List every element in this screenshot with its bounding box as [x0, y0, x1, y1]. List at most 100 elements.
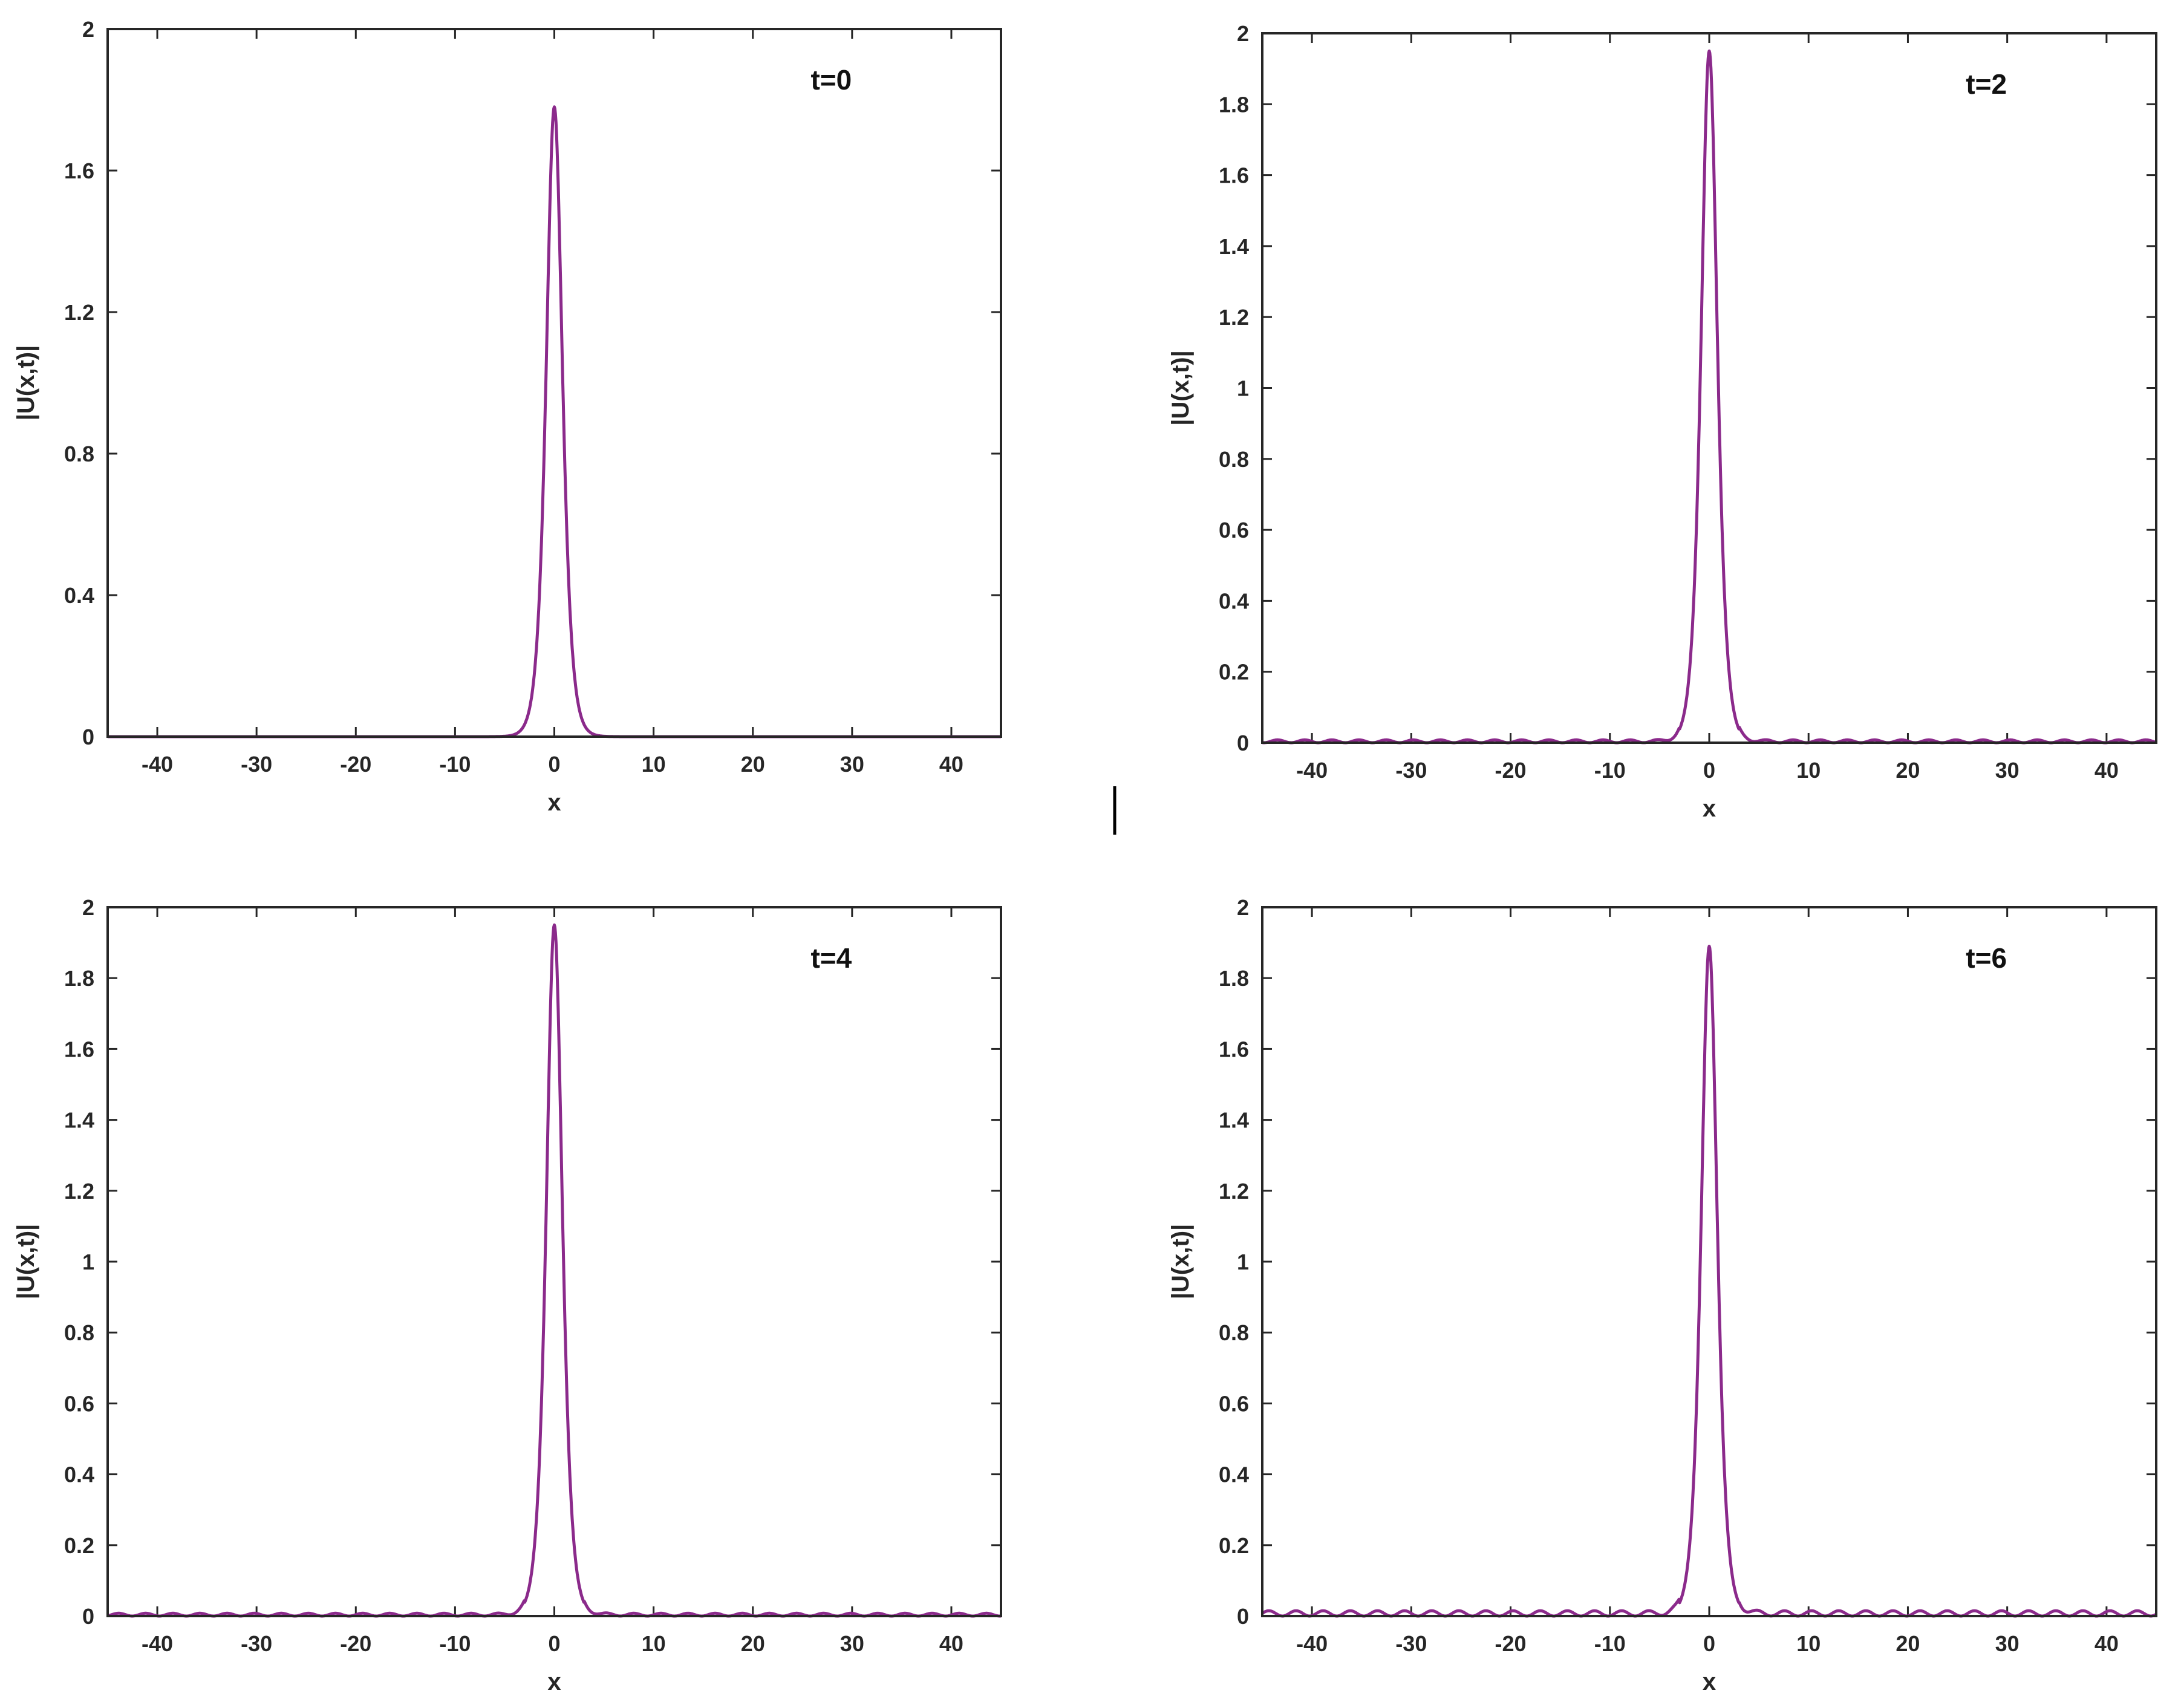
x-tick-label: 20	[1896, 758, 1920, 783]
y-tick-label: 0.4	[64, 583, 94, 608]
x-tick-label: -20	[1495, 758, 1527, 783]
y-axis-label: |U(x,t)|	[13, 345, 39, 421]
plot-frame	[1261, 906, 2157, 1617]
x-tick-label: 10	[1796, 1631, 1821, 1656]
x-tick-label: 40	[939, 752, 963, 777]
time-annotation: t=0	[810, 64, 852, 96]
y-tick-label: 0.4	[1219, 1462, 1249, 1487]
x-tick-label: 20	[1896, 1631, 1920, 1656]
series-line	[1261, 49, 2157, 745]
chart-panel: -40 -30 -20 -10 0 10 20 30 40 0 0.2 0.4 0.6 0.8 1 1.2 1.…	[13, 895, 1002, 1695]
plot-area	[1262, 33, 2156, 743]
plot-frame	[1261, 32, 2157, 744]
y-tick-label: 0	[1237, 731, 1249, 755]
plot-area	[108, 907, 1001, 1616]
series-line	[1261, 945, 2157, 1618]
y-tick-label: 1.2	[64, 1179, 94, 1204]
y-tick-label: 0.4	[64, 1462, 94, 1487]
x-axis-label: x	[547, 789, 561, 816]
x-tick-label: -30	[1395, 758, 1427, 783]
x-tick-label: -40	[142, 752, 173, 777]
y-tick-label: 0.8	[1219, 1320, 1249, 1345]
y-tick-label: 1.4	[64, 1108, 94, 1133]
x-tick-label: -30	[241, 1631, 272, 1656]
y-tick-label: 0	[1237, 1604, 1249, 1629]
x-tick-label: -40	[1296, 1631, 1328, 1656]
y-tick-label: 0.8	[64, 442, 94, 466]
y-axis-label: |U(x,t)|	[1167, 350, 1194, 426]
time-annotation: t=2	[1966, 68, 2007, 100]
y-axis-label: |U(x,t)|	[13, 1224, 39, 1300]
y-tick-label: 1.8	[64, 966, 94, 991]
x-tick-label: -10	[1594, 1631, 1626, 1656]
x-tick-label: -20	[1495, 1631, 1527, 1656]
y-tick-label: 0	[82, 725, 94, 749]
x-tick-label: 40	[939, 1631, 963, 1656]
x-tick-label: 30	[840, 752, 864, 777]
x-tick-label: 0	[548, 1631, 560, 1656]
y-tick-label: 1.8	[1219, 92, 1249, 117]
series-line	[106, 923, 1002, 1618]
x-tick-label: 10	[642, 1631, 666, 1656]
x-tick-label: -40	[142, 1631, 173, 1656]
y-tick-label: 0.6	[64, 1391, 94, 1416]
y-axis-label: |U(x,t)|	[1167, 1224, 1194, 1300]
y-tick-label: 1.2	[1219, 305, 1249, 330]
y-tick-label: 2	[1237, 21, 1249, 46]
y-tick-label: 1.4	[1219, 234, 1249, 259]
time-annotation: t=6	[1966, 942, 2007, 974]
x-tick-label: -40	[1296, 758, 1328, 783]
y-tick-label: 1.6	[1219, 1037, 1249, 1061]
plot-frame	[106, 28, 1002, 738]
y-tick-label: 1.2	[64, 300, 94, 325]
y-tick-label: 1.8	[1219, 966, 1249, 991]
time-annotation: t=4	[810, 942, 852, 974]
x-tick-label: 10	[1796, 758, 1821, 783]
y-tick-label: 0	[82, 1604, 94, 1629]
y-tick-label: 1.2	[1219, 1179, 1249, 1204]
y-tick-label: 0.8	[1219, 447, 1249, 472]
x-tick-label: 10	[642, 752, 666, 777]
y-tick-label: 0.2	[1219, 660, 1249, 685]
x-axis-label: x	[547, 1669, 561, 1695]
x-tick-label: -10	[1594, 758, 1626, 783]
y-tick-label: 0.4	[1219, 588, 1249, 613]
y-tick-label: 1.6	[64, 1037, 94, 1061]
y-tick-label: 0.2	[64, 1533, 94, 1558]
x-tick-label: 0	[548, 752, 560, 777]
x-tick-label: -10	[439, 1631, 471, 1656]
x-axis-label: x	[1703, 795, 1716, 822]
x-tick-label: 0	[1703, 1631, 1715, 1656]
x-tick-label: 30	[1995, 1631, 2020, 1656]
x-tick-label: -30	[1395, 1631, 1427, 1656]
x-tick-label: 40	[2095, 758, 2119, 783]
y-tick-label: 1.6	[1219, 163, 1249, 188]
y-tick-label: 1	[82, 1250, 94, 1274]
chart-panel: -40 -30 -20 -10 0 10 20 30 40 0 0.2 0.4 0.6 0.8 1 1.2 1.…	[1167, 895, 2157, 1695]
chart-panel: -40 -30 -20 -10 0 10 20 30 40 0 0.2 0.4 0.6 0.8 1 1.2 1.…	[1167, 21, 2157, 822]
x-tick-label: 0	[1703, 758, 1715, 783]
y-tick-label: 0.6	[1219, 518, 1249, 543]
y-tick-label: 2	[1237, 895, 1249, 920]
x-tick-label: -20	[340, 1631, 371, 1656]
x-axis-label: x	[1703, 1669, 1716, 1695]
y-tick-label: 2	[82, 17, 94, 42]
x-tick-label: -20	[340, 752, 371, 777]
x-tick-label: 40	[2095, 1631, 2119, 1656]
y-tick-label: 2	[82, 895, 94, 920]
plot-area	[108, 29, 1001, 737]
x-tick-label: 20	[741, 1631, 765, 1656]
plot-frame	[106, 906, 1002, 1617]
chart-panel: -40 -30 -20 -10 0 10 20 30 40 0 0.4 0.8 1.2 1.6 2 x |U(x…	[13, 17, 1002, 816]
y-tick-label: 0.8	[64, 1320, 94, 1345]
x-tick-label: 30	[1995, 758, 2020, 783]
x-tick-label: 20	[741, 752, 765, 777]
y-tick-label: 0.2	[1219, 1533, 1249, 1558]
plot-area	[1262, 907, 2156, 1616]
y-tick-label: 1	[1237, 376, 1249, 401]
x-tick-label: -10	[439, 752, 471, 777]
y-tick-label: 1.6	[64, 158, 94, 183]
y-tick-label: 0.6	[1219, 1391, 1249, 1416]
y-tick-label: 1.4	[1219, 1108, 1249, 1133]
